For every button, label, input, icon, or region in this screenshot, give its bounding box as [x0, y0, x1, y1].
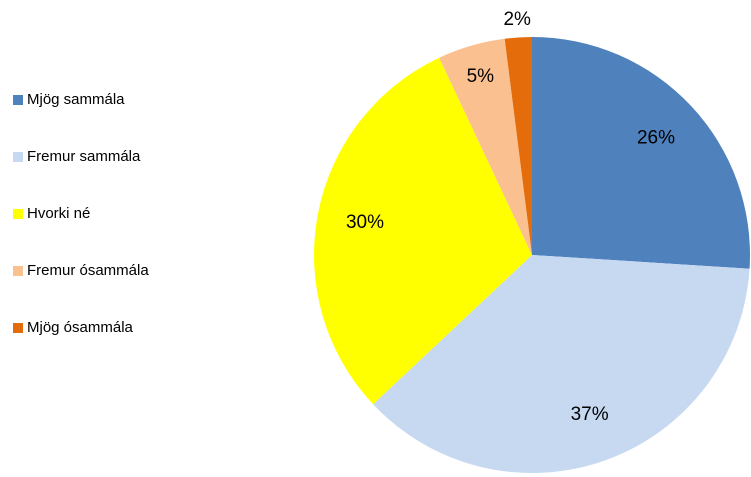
data-label: 5%: [467, 66, 495, 87]
data-label: 37%: [571, 404, 609, 425]
pie-slice: [313, 57, 532, 405]
data-label: 2%: [503, 9, 531, 30]
legend-label: Fremur ósammála: [27, 262, 149, 279]
pie-slice: [532, 37, 750, 269]
pie-slice: [504, 37, 532, 255]
legend-label: Fremur sammála: [27, 148, 141, 165]
legend-swatch: [13, 209, 23, 219]
pie-slice: [373, 255, 750, 473]
legend-swatch: [13, 95, 23, 105]
data-label: 26%: [637, 128, 675, 149]
legend-swatch: [13, 323, 23, 333]
legend-swatch: [13, 152, 23, 162]
data-label: 30%: [346, 212, 384, 233]
legend-swatch: [13, 266, 23, 276]
pie-slice: [439, 38, 532, 255]
legend-label: Mjög ósammála: [27, 319, 134, 336]
legend-label: Hvorki né: [27, 205, 90, 222]
legend-label: Mjög sammála: [27, 91, 125, 108]
